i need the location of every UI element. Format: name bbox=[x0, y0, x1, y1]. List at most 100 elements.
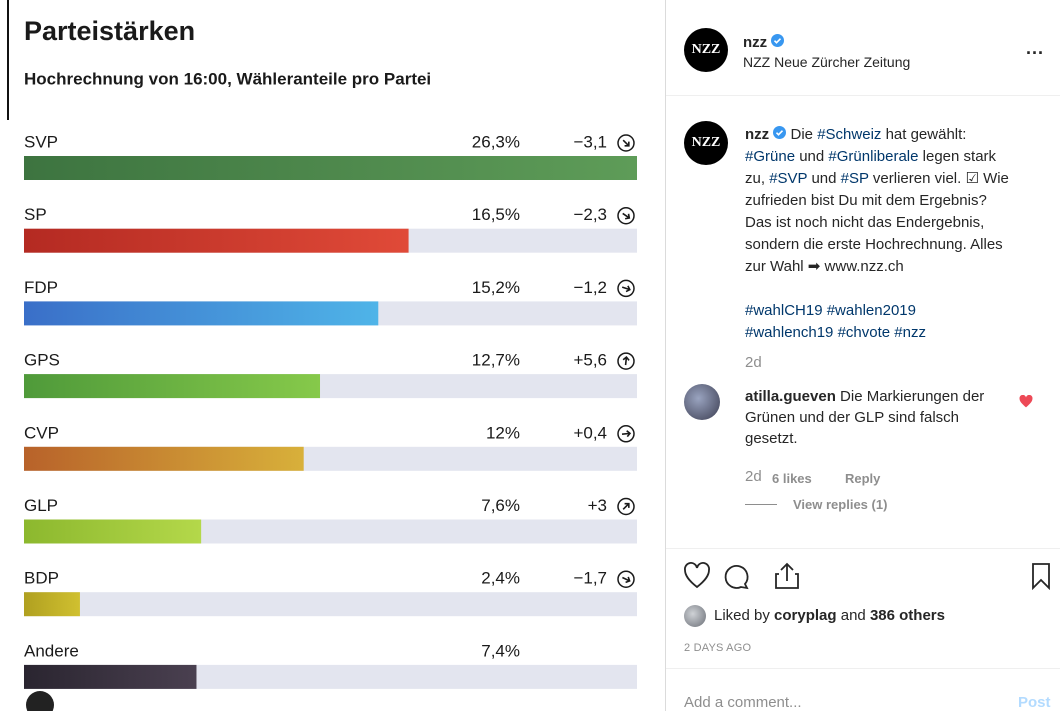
value-label: 16,5% bbox=[472, 205, 520, 224]
value-label: 7,4% bbox=[481, 641, 520, 660]
arrow-head bbox=[621, 285, 631, 293]
change-label: +5,6 bbox=[573, 351, 607, 370]
comment-icon[interactable] bbox=[724, 565, 749, 590]
hashtag[interactable]: #wahlench19 bbox=[745, 324, 834, 341]
category-label: SP bbox=[24, 205, 47, 224]
comment-like[interactable] bbox=[1019, 395, 1033, 408]
caption-username[interactable]: nzz bbox=[745, 126, 770, 143]
header-username[interactable]: nzz bbox=[743, 34, 785, 51]
hashtag[interactable]: #nzz bbox=[894, 324, 926, 341]
change-label: −1,7 bbox=[573, 569, 607, 588]
chart-image: Parteistärken Hochrechnung von 16:00, Wä… bbox=[7, 0, 637, 711]
liker-avatar[interactable] bbox=[684, 605, 706, 627]
change-label: +0,4 bbox=[573, 423, 607, 442]
arrow-head bbox=[622, 355, 630, 366]
liked-by-prefix: Liked by bbox=[714, 607, 770, 624]
change-label: −2,3 bbox=[573, 205, 607, 224]
bar bbox=[24, 374, 321, 399]
comment-input[interactable]: Add a comment... bbox=[684, 694, 802, 711]
caption-text: zur Wahl ➡ www.nzz.ch bbox=[745, 258, 904, 275]
replies-line bbox=[745, 504, 777, 505]
value-label: 7,6% bbox=[481, 496, 520, 515]
caption-text: Das ist noch nicht das Endergebnis, bbox=[745, 214, 985, 231]
comment-likes[interactable]: 6 likes bbox=[772, 471, 812, 486]
hashtag[interactable]: #SP bbox=[840, 170, 869, 187]
caption-text: legen stark bbox=[918, 148, 997, 165]
caption-text: verlieren viel. ☑ Wie bbox=[868, 170, 1009, 187]
hashtag[interactable]: #chvote bbox=[837, 324, 891, 341]
comment-time: 2d bbox=[745, 468, 762, 485]
change-arrow bbox=[617, 570, 635, 588]
like-icon[interactable] bbox=[684, 562, 710, 589]
caption-text: zufrieden bist Du mit dem Ergebnis? bbox=[745, 192, 987, 209]
change-arrow bbox=[617, 134, 635, 152]
action-icons bbox=[684, 562, 799, 590]
change-arrow bbox=[617, 425, 635, 443]
hashtag[interactable]: #Grüne bbox=[745, 148, 796, 165]
save-icon[interactable] bbox=[1031, 562, 1051, 590]
likes-others[interactable]: 386 others bbox=[869, 607, 945, 624]
change-label: +3 bbox=[588, 496, 607, 515]
bar bbox=[24, 592, 80, 617]
share-icon[interactable] bbox=[775, 562, 799, 589]
category-label: Andere bbox=[24, 641, 79, 660]
view-replies[interactable]: View replies (1) bbox=[793, 497, 888, 512]
bar bbox=[24, 519, 202, 544]
comment-avatar[interactable] bbox=[684, 384, 720, 420]
caption-avatar[interactable]: NZZ bbox=[684, 121, 728, 165]
bar bbox=[24, 156, 637, 180]
username[interactable]: nzz bbox=[743, 34, 768, 51]
avatar-icon bbox=[26, 691, 54, 711]
divider bbox=[666, 548, 1060, 549]
change-arrow bbox=[617, 497, 635, 516]
header-fullname: NZZ Neue Zürcher Zeitung bbox=[743, 54, 911, 70]
hashtag[interactable]: #wahlCH19 bbox=[745, 302, 823, 319]
bar bbox=[24, 446, 304, 471]
category-label: CVP bbox=[24, 423, 59, 442]
reply-button[interactable]: Reply bbox=[845, 471, 881, 486]
bar bbox=[24, 664, 197, 689]
arrow-circle bbox=[617, 570, 635, 588]
comment-username[interactable]: atilla.gueven bbox=[745, 388, 836, 405]
comment: atilla.gueven Die Markierungen der Grüne… bbox=[745, 386, 995, 449]
change-label: −1,2 bbox=[573, 278, 607, 297]
header-avatar[interactable]: NZZ bbox=[684, 28, 728, 72]
value-label: 15,2% bbox=[472, 278, 520, 297]
liker-name[interactable]: coryplag bbox=[774, 607, 837, 624]
change-arrow bbox=[617, 352, 635, 370]
liked-by-middle: and bbox=[840, 607, 866, 624]
caption-text: und bbox=[807, 170, 841, 187]
hashtag[interactable]: #wahlen2019 bbox=[826, 302, 916, 319]
caption-text: Die bbox=[790, 126, 818, 143]
category-label: GPS bbox=[24, 351, 60, 370]
caption-text: und bbox=[795, 148, 829, 165]
hashtag[interactable]: #Schweiz bbox=[817, 126, 882, 143]
caption-text: sondern die erste Hochrechnung. Alles bbox=[745, 236, 1003, 253]
bar bbox=[24, 301, 379, 326]
arrow-head bbox=[622, 212, 631, 220]
verified-badge bbox=[773, 126, 787, 139]
caption-text: zu, bbox=[745, 170, 770, 187]
arrow-head bbox=[622, 502, 630, 510]
change-arrow bbox=[617, 206, 635, 225]
hashtag[interactable]: #SVP bbox=[769, 170, 808, 187]
divider bbox=[666, 95, 1060, 96]
arrow-head bbox=[622, 576, 631, 584]
hashtag[interactable]: #Grünliberale bbox=[828, 148, 919, 165]
category-label: GLP bbox=[24, 496, 58, 515]
arrow-head bbox=[622, 139, 630, 147]
post-button[interactable]: Post bbox=[1018, 694, 1051, 711]
category-label: BDP bbox=[24, 569, 59, 588]
more-button[interactable]: ... bbox=[1026, 38, 1045, 58]
caption-time: 2d bbox=[745, 354, 762, 371]
change-label: −3,1 bbox=[573, 132, 607, 151]
arrow-circle bbox=[617, 425, 635, 443]
verified-badge bbox=[771, 34, 785, 47]
value-label: 26,3% bbox=[472, 132, 520, 151]
value-label: 12,7% bbox=[472, 351, 520, 370]
arrow-head bbox=[621, 430, 632, 438]
change-arrow bbox=[617, 279, 635, 298]
arrow-circle bbox=[617, 352, 635, 370]
comment-text: Die Markierungen der Grünen und der GLP … bbox=[745, 388, 985, 447]
